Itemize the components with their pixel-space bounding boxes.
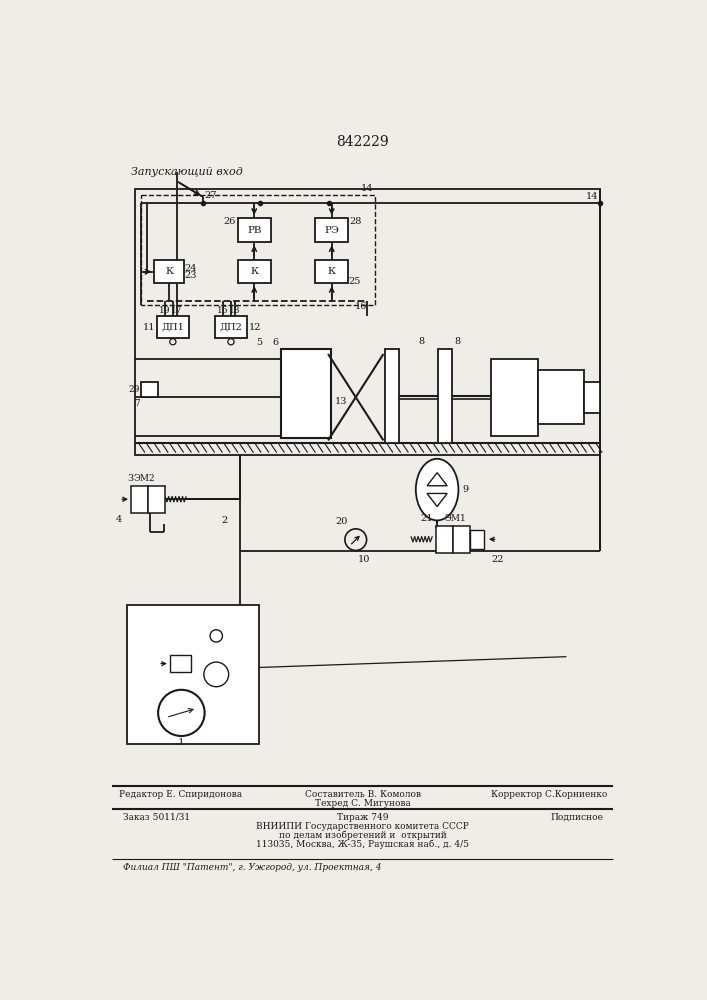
Text: 842229: 842229 [337,135,389,149]
Text: 1: 1 [178,738,185,747]
Bar [141,382,158,397]
Bar [281,349,331,438]
Text: 8: 8 [454,337,460,346]
Text: ВНИИПИ Государственного комитета СССР: ВНИИПИ Государственного комитета СССР [257,822,469,831]
Bar [127,605,259,744]
Bar [585,382,600,413]
Text: 13: 13 [335,397,347,406]
Text: Запускающий вход: Запускающий вход [131,167,243,177]
Bar [170,655,192,672]
Text: ДП2: ДП2 [220,323,243,332]
Text: 7: 7 [134,399,139,408]
Bar [315,218,348,242]
Bar [135,189,600,455]
Text: Редактор Е. Спиридонова: Редактор Е. Спиридонова [119,790,243,799]
Bar [154,260,184,283]
Text: 25: 25 [349,277,361,286]
Text: 16: 16 [355,302,368,311]
Text: 4: 4 [116,515,122,524]
Bar [438,349,452,443]
Ellipse shape [416,459,458,520]
Text: 6: 6 [273,338,279,347]
Bar [148,486,165,513]
Text: 15: 15 [218,306,229,315]
Text: 17: 17 [171,306,182,315]
Bar [469,530,484,549]
Ellipse shape [158,690,204,736]
Bar [215,316,247,338]
Text: К: К [250,267,258,276]
Text: 9: 9 [462,485,468,494]
Text: К: К [328,267,336,276]
Bar [131,486,148,513]
Text: Составитель В. Комолов: Составитель В. Комолов [305,790,421,799]
Text: Филиал ПШ "Патент", г. Ужгород, ул. Проектная, 4: Филиал ПШ "Патент", г. Ужгород, ул. Прое… [123,863,382,872]
Text: 20: 20 [336,517,348,526]
Bar [238,218,271,242]
Text: РВ: РВ [247,226,262,235]
Text: 21: 21 [421,514,433,523]
Text: 14: 14 [586,192,598,201]
Text: К: К [165,267,173,276]
Text: Подписное: Подписное [551,813,604,822]
Text: 113035, Москва, Ж-35, Раушская наб., д. 4/5: 113035, Москва, Ж-35, Раушская наб., д. … [256,839,469,849]
Text: 19: 19 [159,306,171,315]
Text: Техред С. Мигунова: Техред С. Мигунова [315,799,411,808]
Text: 18: 18 [229,306,240,315]
Bar [156,316,189,338]
Text: 29: 29 [128,385,139,394]
Text: ЭМ2: ЭМ2 [134,474,155,483]
Text: Тираж 749: Тираж 749 [337,813,388,822]
Text: 27: 27 [204,191,217,200]
Bar [385,349,399,443]
Text: 14: 14 [361,184,373,193]
Bar [141,195,375,305]
Text: по делам изобретений и  открытий: по делам изобретений и открытий [279,831,447,840]
Text: РЭ: РЭ [325,226,339,235]
Bar [436,526,452,553]
Text: 24: 24 [185,264,197,273]
Text: 12: 12 [249,323,262,332]
Bar [315,260,348,283]
Bar [491,359,538,436]
Bar [238,260,271,283]
Text: 5: 5 [256,338,262,347]
Text: 2: 2 [221,516,228,525]
Text: 23: 23 [185,271,197,280]
Text: 3: 3 [127,474,134,483]
Text: Заказ 5011/31: Заказ 5011/31 [123,813,190,822]
Bar [538,370,585,424]
Text: ЭМ1: ЭМ1 [445,514,467,523]
Text: 22: 22 [491,555,504,564]
Text: 10: 10 [357,555,370,564]
Text: Корректор С.Корниенко: Корректор С.Корниенко [491,790,607,799]
Text: 11: 11 [143,323,155,332]
Bar [452,526,469,553]
Text: 26: 26 [223,217,235,226]
Text: 8: 8 [419,337,425,346]
Text: ДП1: ДП1 [161,323,185,332]
Text: 28: 28 [349,217,362,226]
